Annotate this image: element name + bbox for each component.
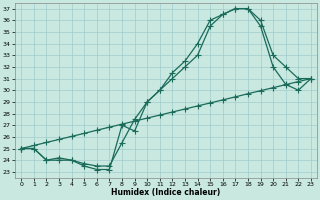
X-axis label: Humidex (Indice chaleur): Humidex (Indice chaleur) (111, 188, 221, 197)
